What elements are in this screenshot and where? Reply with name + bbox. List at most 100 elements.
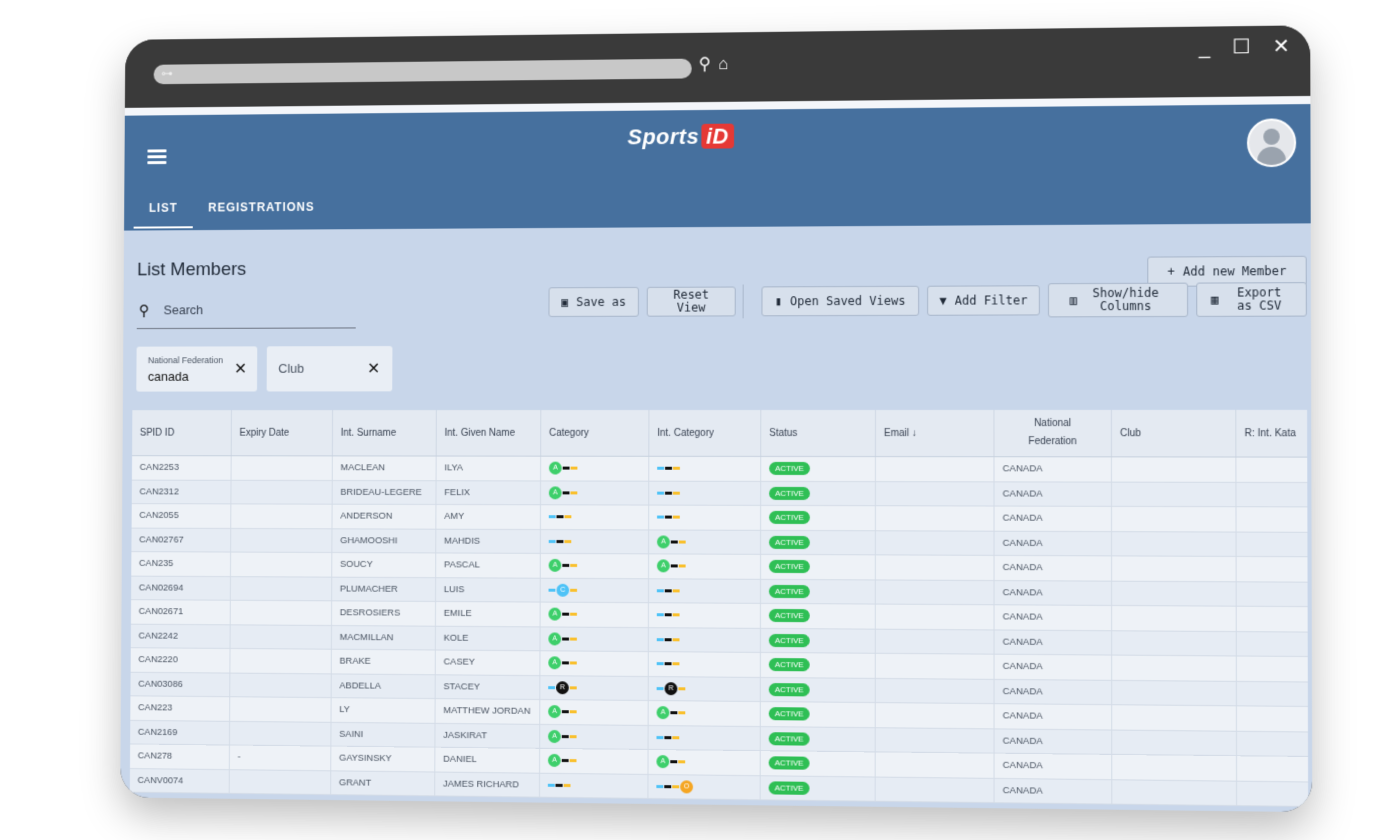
home-icon[interactable]: ⌂ xyxy=(718,54,728,74)
cell-email xyxy=(876,555,995,579)
col-status[interactable]: Status xyxy=(761,410,876,456)
cell-surname: GHAMOOSHI xyxy=(332,529,436,553)
cell-surname: GAYSINSKY xyxy=(331,747,435,771)
cell-int-kata xyxy=(1236,507,1307,531)
cell-spid-id: CAN2253 xyxy=(132,456,232,479)
search-field[interactable]: ⚲ xyxy=(137,298,356,329)
belt-indicator: A xyxy=(657,706,687,719)
col-int-category[interactable]: Int. Category xyxy=(649,410,761,456)
col-given-name[interactable]: Int. Given Name xyxy=(437,410,542,456)
cell-expiry xyxy=(231,504,332,527)
table-row[interactable]: CAN2253 MACLEAN ILYA A ACTIVE CANADA xyxy=(132,456,1307,482)
cell-int-kata xyxy=(1237,781,1308,806)
menu-icon[interactable] xyxy=(147,146,166,167)
table-header: SPID ID Expiry Date Int. Surname Int. Gi… xyxy=(132,410,1307,458)
col-int-kata[interactable]: R: Int. Kata xyxy=(1236,410,1307,457)
col-spid-id[interactable]: SPID ID xyxy=(132,410,232,455)
status-badge: ACTIVE xyxy=(769,732,810,745)
belt-indicator: A xyxy=(548,608,578,621)
cell-expiry xyxy=(230,770,332,794)
col-expiry-date[interactable]: Expiry Date xyxy=(232,410,333,455)
category-badge: A xyxy=(657,560,670,573)
col-federation-label: National Federation xyxy=(1022,415,1083,451)
export-csv-button[interactable]: ▦ Export as CSV xyxy=(1196,282,1307,317)
cell-int-category: A xyxy=(649,701,761,726)
search-icon[interactable]: ⚲ xyxy=(699,54,711,74)
cell-spid-id: CAN2312 xyxy=(132,480,232,503)
show-hide-columns-button[interactable]: ▥ Show/hide Columns xyxy=(1048,283,1188,318)
open-saved-views-button[interactable]: ▮ Open Saved Views xyxy=(761,286,919,317)
filter-chip-value: Club xyxy=(278,361,304,376)
belt-indicator xyxy=(657,638,681,641)
cell-email xyxy=(876,654,995,679)
cell-category: R xyxy=(540,676,648,700)
tab-list[interactable]: LIST xyxy=(134,191,193,228)
category-badge: R xyxy=(556,681,569,694)
close-icon[interactable]: ✕ xyxy=(367,359,380,379)
filter-chip-label: National Federation xyxy=(148,355,223,365)
belt-indicator xyxy=(657,589,681,592)
filter-chip-club[interactable]: Club ✕ xyxy=(267,346,393,391)
cell-surname: LY xyxy=(331,698,435,722)
cell-email xyxy=(876,457,995,481)
cell-federation: CANADA xyxy=(995,729,1113,754)
close-icon[interactable]: ✕ xyxy=(234,359,247,379)
cell-int-kata xyxy=(1236,458,1307,482)
cell-status: ACTIVE xyxy=(761,702,876,727)
status-badge: ACTIVE xyxy=(769,781,810,795)
col-category[interactable]: Category xyxy=(541,410,649,456)
cell-federation: CANADA xyxy=(995,507,1113,531)
reset-view-button[interactable]: Reset View xyxy=(647,287,736,317)
cell-federation: CANADA xyxy=(995,556,1113,580)
cell-spid-id: CAN235 xyxy=(131,552,231,576)
cell-club xyxy=(1112,656,1237,681)
cell-int-kata xyxy=(1237,557,1308,581)
cell-surname: MACLEAN xyxy=(333,456,437,479)
col-national-federation[interactable]: National Federation xyxy=(994,410,1111,456)
cell-email xyxy=(876,531,995,555)
cell-spid-id: CAN223 xyxy=(130,696,230,720)
toolbar-divider xyxy=(743,285,744,319)
cell-club xyxy=(1112,780,1237,805)
cell-int-category xyxy=(649,457,761,481)
save-as-button[interactable]: ▣ Save as xyxy=(548,287,638,317)
table-row[interactable]: CAN2312 BRIDEAU-LEGERE FELIX A ACTIVE CANADA xyxy=(132,480,1308,507)
cell-spid-id: CAN02767 xyxy=(131,528,231,551)
cell-surname: BRIDEAU-LEGERE xyxy=(333,481,437,504)
category-badge: A xyxy=(548,608,561,621)
cell-status: ACTIVE xyxy=(761,481,876,505)
device-frame: ⊶ ⚲ ⌂ _ ☐ ✕ Sports iD LIST REGISTRATIONS … xyxy=(120,25,1312,812)
col-club[interactable]: Club xyxy=(1112,410,1237,457)
cell-expiry xyxy=(231,528,332,552)
status-badge: ACTIVE xyxy=(769,757,810,771)
category-badge: A xyxy=(548,632,561,645)
add-filter-button[interactable]: ▼ Add Filter xyxy=(927,285,1040,316)
col-email[interactable]: Email ↓ xyxy=(876,410,995,456)
tab-registrations[interactable]: REGISTRATIONS xyxy=(193,190,330,228)
cell-surname: ANDERSON xyxy=(332,505,436,529)
belt-indicator: A xyxy=(548,657,578,670)
filter-chip-federation[interactable]: National Federation canada ✕ xyxy=(136,346,257,391)
window-controls[interactable]: _ ☐ ✕ xyxy=(1199,34,1298,60)
status-badge: ACTIVE xyxy=(769,634,810,647)
filter-chip-value: canada xyxy=(148,369,189,384)
cell-status: ACTIVE xyxy=(761,555,876,579)
cell-spid-id: CAN03086 xyxy=(130,672,230,696)
url-bar[interactable]: ⊶ xyxy=(154,59,692,85)
cell-given-name: EMILE xyxy=(436,602,541,626)
cell-int-category: O xyxy=(648,774,760,799)
cell-spid-id: CAN2169 xyxy=(130,720,230,744)
search-input[interactable] xyxy=(162,301,349,318)
cell-category: A xyxy=(541,481,649,505)
cell-status: ACTIVE xyxy=(761,579,876,603)
cell-federation: CANADA xyxy=(995,630,1113,655)
col-surname[interactable]: Int. Surname xyxy=(333,410,437,455)
cell-given-name: ILYA xyxy=(437,457,542,480)
belt-indicator xyxy=(657,491,681,494)
cell-federation: CANADA xyxy=(995,679,1113,704)
status-badge: ACTIVE xyxy=(769,585,810,598)
table-body: CAN2253 MACLEAN ILYA A ACTIVE CANADA CAN2312 BR… xyxy=(130,456,1308,807)
cell-email xyxy=(876,506,995,530)
cell-given-name: MAHDIS xyxy=(436,529,541,553)
avatar[interactable] xyxy=(1247,118,1296,167)
